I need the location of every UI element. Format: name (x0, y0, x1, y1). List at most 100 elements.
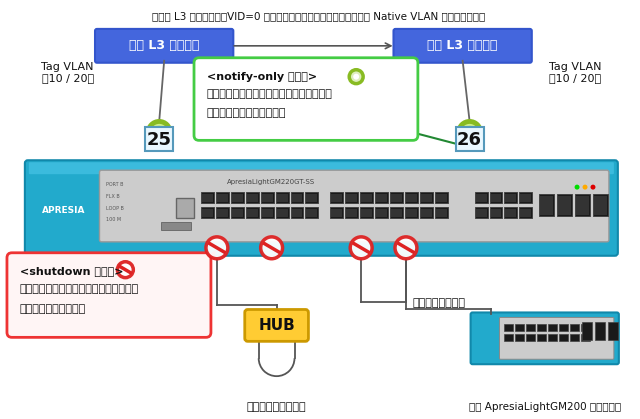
Bar (420, 207, 433, 218)
Bar (276, 209, 287, 217)
Bar (608, 323, 618, 340)
Text: HUB: HUB (258, 318, 295, 333)
Bar (361, 209, 372, 217)
Text: <notify-only モード>: <notify-only モード> (207, 72, 317, 82)
Bar (581, 324, 590, 331)
Bar (420, 192, 433, 203)
Bar (436, 209, 447, 217)
Bar (406, 194, 417, 202)
Bar (520, 209, 531, 217)
Bar (390, 192, 403, 203)
Bar (246, 207, 259, 218)
Bar (435, 192, 448, 203)
Bar (576, 196, 589, 215)
Text: 100 M: 100 M (106, 217, 122, 222)
Text: LOOP B: LOOP B (106, 205, 124, 210)
Bar (504, 192, 517, 203)
FancyBboxPatch shape (99, 170, 609, 242)
Bar (161, 222, 191, 230)
Bar (520, 194, 531, 202)
Bar (421, 194, 432, 202)
Bar (276, 192, 289, 203)
Bar (232, 209, 243, 217)
Text: Tag VLAN
（10 / 20）: Tag VLAN （10 / 20） (42, 62, 94, 83)
Bar (376, 194, 387, 202)
Circle shape (395, 237, 417, 259)
Text: 上位 L3 スイッチ: 上位 L3 スイッチ (428, 39, 498, 52)
Bar (594, 196, 607, 215)
Bar (476, 209, 486, 217)
Bar (262, 209, 273, 217)
Circle shape (148, 122, 170, 143)
Bar (405, 192, 418, 203)
Text: FLX B: FLX B (106, 194, 120, 199)
FancyBboxPatch shape (499, 318, 614, 359)
Bar (376, 209, 387, 217)
Bar (176, 198, 194, 218)
Bar (305, 207, 318, 218)
Bar (490, 194, 502, 202)
Bar (305, 192, 318, 203)
Bar (307, 209, 317, 217)
Bar (421, 209, 432, 217)
Bar (570, 334, 579, 341)
Text: 上位 L3 スイッチ: 上位 L3 スイッチ (129, 39, 199, 52)
Text: ApresiaLightGM220GT-SS: ApresiaLightGM220GT-SS (227, 179, 315, 185)
Bar (537, 324, 546, 331)
Bar (291, 207, 303, 218)
Text: ループを検知してもポートを閉塞しない。: ループを検知してもポートを閉塞しない。 (207, 88, 333, 98)
Bar (260, 207, 274, 218)
Bar (490, 207, 502, 218)
Text: （上位 L3 スイッチで、VID=0 のループ検知フレームを転送するには Native VLAN の設定が必要）: （上位 L3 スイッチで、VID=0 のループ検知フレームを転送するには Nat… (152, 11, 485, 21)
Bar (217, 194, 228, 202)
Text: 25: 25 (147, 131, 172, 149)
Bar (390, 207, 403, 218)
FancyBboxPatch shape (394, 29, 532, 63)
Bar (506, 194, 516, 202)
Circle shape (582, 185, 588, 190)
Bar (201, 207, 214, 218)
Bar (475, 192, 488, 203)
Bar (506, 209, 516, 217)
Bar (435, 207, 448, 218)
Bar (526, 334, 535, 341)
Bar (216, 207, 229, 218)
Bar (276, 207, 289, 218)
Bar (260, 192, 274, 203)
FancyBboxPatch shape (95, 29, 234, 63)
Bar (504, 207, 517, 218)
Bar (548, 324, 557, 331)
Circle shape (591, 185, 595, 190)
Bar (519, 207, 532, 218)
Bar (345, 192, 358, 203)
Circle shape (575, 185, 580, 190)
Bar (540, 196, 553, 215)
FancyBboxPatch shape (456, 127, 484, 151)
Bar (540, 194, 554, 216)
Bar (360, 192, 373, 203)
Bar (202, 194, 213, 202)
Bar (575, 194, 590, 216)
Bar (247, 209, 258, 217)
Bar (490, 192, 502, 203)
Bar (557, 194, 572, 216)
Circle shape (459, 122, 481, 143)
Bar (216, 192, 229, 203)
Bar (548, 334, 557, 341)
Text: APRESIA: APRESIA (42, 207, 85, 215)
Bar (345, 207, 358, 218)
Bar (391, 194, 402, 202)
Bar (582, 323, 592, 340)
Bar (262, 194, 273, 202)
Bar (581, 334, 590, 341)
Bar (332, 209, 342, 217)
Bar (375, 207, 388, 218)
Bar (330, 192, 343, 203)
Bar (332, 194, 342, 202)
Bar (391, 209, 402, 217)
Text: パケット転送は行われる。: パケット転送は行われる。 (207, 109, 287, 119)
Bar (504, 324, 513, 331)
Bar (595, 323, 605, 340)
Bar (559, 334, 568, 341)
Bar (330, 207, 343, 218)
